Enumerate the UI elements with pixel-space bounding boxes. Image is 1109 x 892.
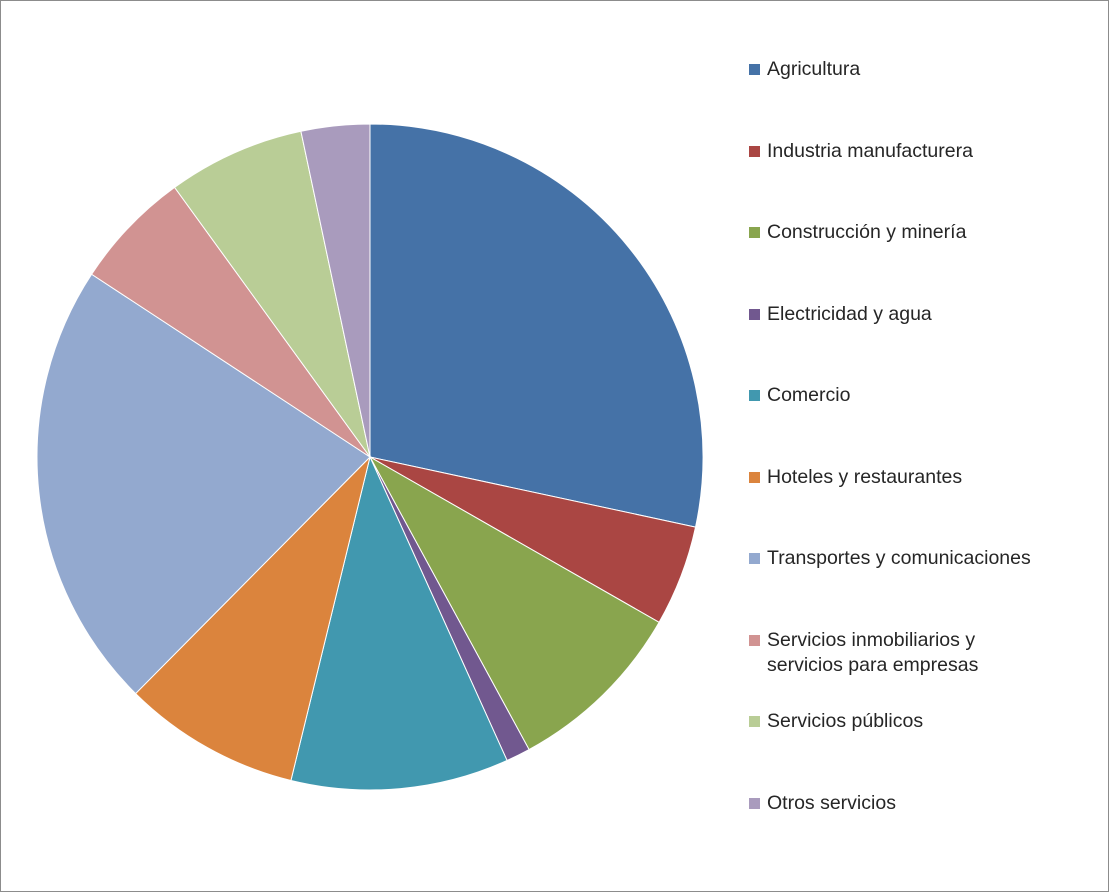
legend-item-6: Hoteles y restaurantes bbox=[749, 465, 1087, 490]
legend-label: Construcción y minería bbox=[767, 221, 967, 243]
legend-swatch bbox=[749, 553, 760, 564]
legend-swatch bbox=[749, 145, 760, 157]
legend-label: Otros servicios bbox=[767, 791, 896, 814]
pie-slice-5 bbox=[290, 455, 508, 791]
legend-swatch bbox=[749, 64, 760, 75]
legend-swatch bbox=[749, 634, 760, 646]
legend-item-1: Agricultura bbox=[749, 57, 1087, 82]
legend-item-3: Construcción y minería bbox=[749, 220, 1087, 245]
legend-item-5: Comercio bbox=[749, 383, 1087, 408]
legend-item-2: Industria manufacturera bbox=[749, 139, 1087, 164]
legend-item-9: Servicios públicos bbox=[749, 709, 1087, 734]
pie-slice-1 bbox=[369, 123, 704, 528]
legend-swatch bbox=[749, 797, 760, 809]
legend-item-7: Transportes y comunicaciones bbox=[749, 546, 1087, 571]
pie-slice-6 bbox=[134, 455, 371, 782]
legend-label: Servicios públicos bbox=[767, 710, 924, 732]
pie-slice-3 bbox=[368, 455, 660, 751]
legend-swatch bbox=[749, 308, 760, 320]
pie-slice-10 bbox=[300, 123, 371, 458]
legend-item-4: Electricidad y agua bbox=[749, 302, 1087, 327]
pie-slice-9 bbox=[173, 130, 371, 458]
legend-label: Comercio bbox=[767, 384, 851, 406]
legend-label: Electricidad y agua bbox=[767, 302, 932, 325]
legend-swatch bbox=[749, 227, 760, 238]
pie-slice-7 bbox=[36, 273, 371, 695]
legend-swatch bbox=[749, 716, 760, 727]
legend-item-10: Otros servicios bbox=[749, 791, 1087, 816]
legend-swatch bbox=[749, 471, 760, 483]
legend-label: Agricultura bbox=[767, 58, 861, 80]
legend-label: Industria manufacturera bbox=[767, 139, 973, 162]
legend-swatch bbox=[749, 390, 760, 401]
legend-label: Transportes y comunicaciones bbox=[767, 547, 1031, 569]
legend-label: Servicios inmobiliarios y servicios para… bbox=[767, 628, 979, 676]
legend-label: Hoteles y restaurantes bbox=[767, 465, 963, 488]
legend-item-8: Servicios inmobiliarios y servicios para… bbox=[749, 628, 1037, 678]
